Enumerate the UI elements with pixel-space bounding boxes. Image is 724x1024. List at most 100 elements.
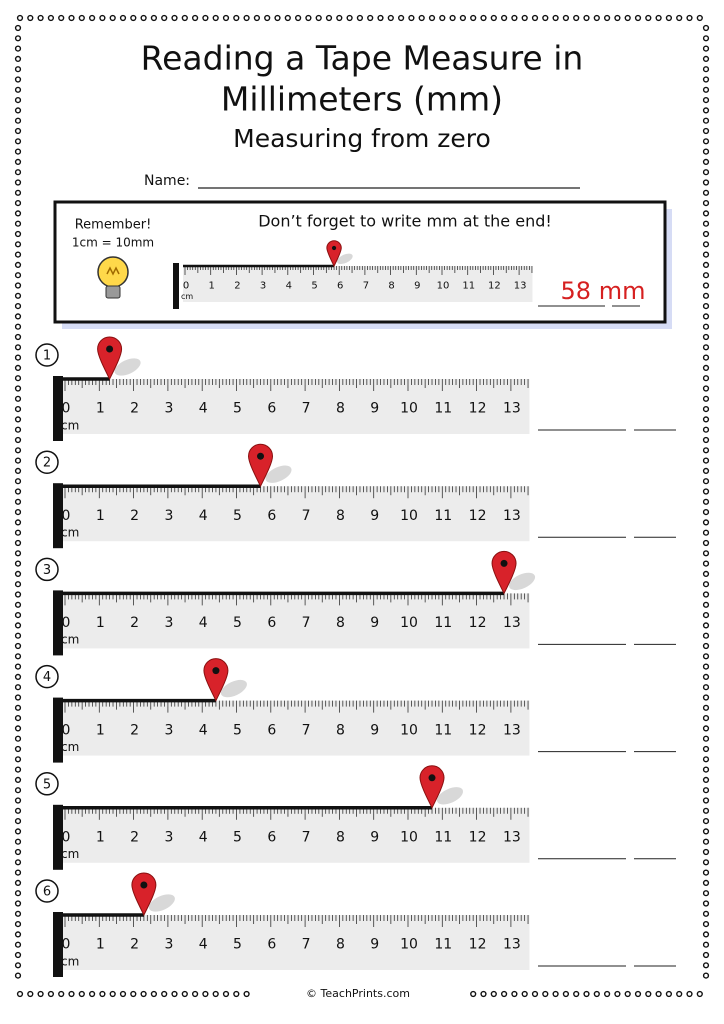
border-dot: [14, 96, 22, 104]
pin-shadow: [436, 787, 464, 805]
border-dot: [58, 14, 65, 22]
border-dot: [14, 127, 22, 135]
border-dot: [212, 14, 219, 22]
pin: [248, 443, 274, 488]
ruler-body: [63, 486, 530, 542]
border-dot: [702, 127, 710, 135]
problem-number-circle: [35, 557, 59, 582]
border-dot: [702, 611, 710, 619]
border-dot: [14, 848, 22, 856]
border-dot: [315, 14, 322, 22]
border-dot: [140, 14, 147, 22]
pin-dot: [140, 881, 148, 889]
border-dot: [222, 14, 230, 22]
ruler-unit: cm: [61, 633, 79, 647]
reminder-rule: 1cm = 10mm: [72, 236, 154, 250]
pin: [203, 658, 229, 702]
ruler-stop: [53, 912, 63, 977]
border-dot: [702, 776, 710, 784]
ruler-number: 7: [302, 401, 311, 417]
border-dot: [14, 632, 22, 639]
border-dot: [501, 14, 508, 22]
border-dot: [14, 436, 22, 444]
border-dot: [14, 529, 22, 536]
border-dot: [14, 467, 22, 475]
ruler-number: 8: [336, 508, 345, 524]
border-dot: [14, 375, 22, 382]
border-dot: [573, 14, 580, 22]
border-dot: [702, 24, 710, 32]
border-dot: [14, 230, 22, 238]
border-dot: [78, 14, 85, 22]
border-dot: [676, 990, 683, 998]
border-dot: [624, 990, 631, 998]
border-dot: [702, 632, 710, 639]
border-dot: [645, 990, 652, 998]
border-dot: [702, 488, 710, 495]
ruler-number: 6: [267, 722, 276, 738]
ruler-number: 9: [370, 722, 379, 738]
border-dot: [367, 14, 374, 22]
ruler-number: 4: [199, 830, 208, 846]
border-dot: [14, 570, 22, 578]
border-dot: [171, 14, 178, 22]
border-dot: [702, 436, 710, 444]
border-dot: [702, 498, 710, 505]
ruler-number: 2: [130, 830, 139, 846]
border-dot: [449, 14, 456, 22]
border-dot: [702, 962, 710, 969]
border-dot: [14, 488, 22, 495]
border-dot: [14, 766, 22, 773]
border-dot: [14, 560, 22, 567]
ruler-number: 3: [164, 937, 173, 953]
ruler-number: 10: [400, 830, 418, 846]
border-dot: [702, 797, 710, 804]
border-dot: [511, 14, 518, 22]
border-dot: [418, 14, 425, 22]
border-dot: [459, 14, 467, 22]
problem-number: 3: [43, 563, 51, 578]
name-label: Name:: [144, 173, 190, 189]
border-dot: [130, 990, 137, 998]
ruler-number: 12: [469, 937, 487, 953]
border-dot: [614, 990, 621, 998]
border-dot: [14, 972, 22, 979]
border-dot: [109, 14, 116, 22]
ruler-number: 11: [434, 508, 452, 524]
border-dot: [702, 900, 710, 907]
ruler-number: 0: [62, 830, 71, 846]
ruler-number: 1: [209, 280, 215, 291]
border-dot: [583, 14, 590, 22]
border-dot: [702, 385, 710, 392]
border-dot: [603, 990, 611, 998]
ruler-number: 12: [488, 280, 501, 291]
pin-shadow: [509, 572, 536, 591]
border-dot: [14, 261, 22, 269]
ruler-unit: cm: [61, 954, 79, 968]
border-dot: [243, 14, 250, 22]
border-dot: [27, 14, 34, 22]
ruler-number: 1: [96, 508, 105, 524]
border-dot: [14, 478, 22, 485]
border-dot: [702, 941, 710, 948]
ruler-number: 7: [302, 937, 311, 953]
border-dot: [702, 416, 710, 423]
border-dot: [470, 990, 477, 998]
ruler-number: 0: [183, 280, 189, 291]
border-dot: [14, 292, 22, 299]
ruler-number: 8: [336, 401, 345, 417]
border-dot: [88, 14, 96, 22]
border-dot: [14, 86, 22, 93]
footer: © TeachPrints.com: [306, 987, 410, 1000]
ruler-stop: [53, 483, 63, 549]
border-dot: [68, 14, 75, 22]
border-dot: [676, 14, 683, 22]
ruler-number: 13: [503, 937, 521, 953]
border-dot: [47, 14, 55, 22]
border-dot: [702, 642, 710, 650]
border-dot: [14, 694, 22, 701]
border-dot: [634, 990, 642, 998]
ruler-body: [63, 807, 530, 863]
border-dot: [480, 990, 487, 998]
ruler-number: 11: [434, 401, 452, 417]
